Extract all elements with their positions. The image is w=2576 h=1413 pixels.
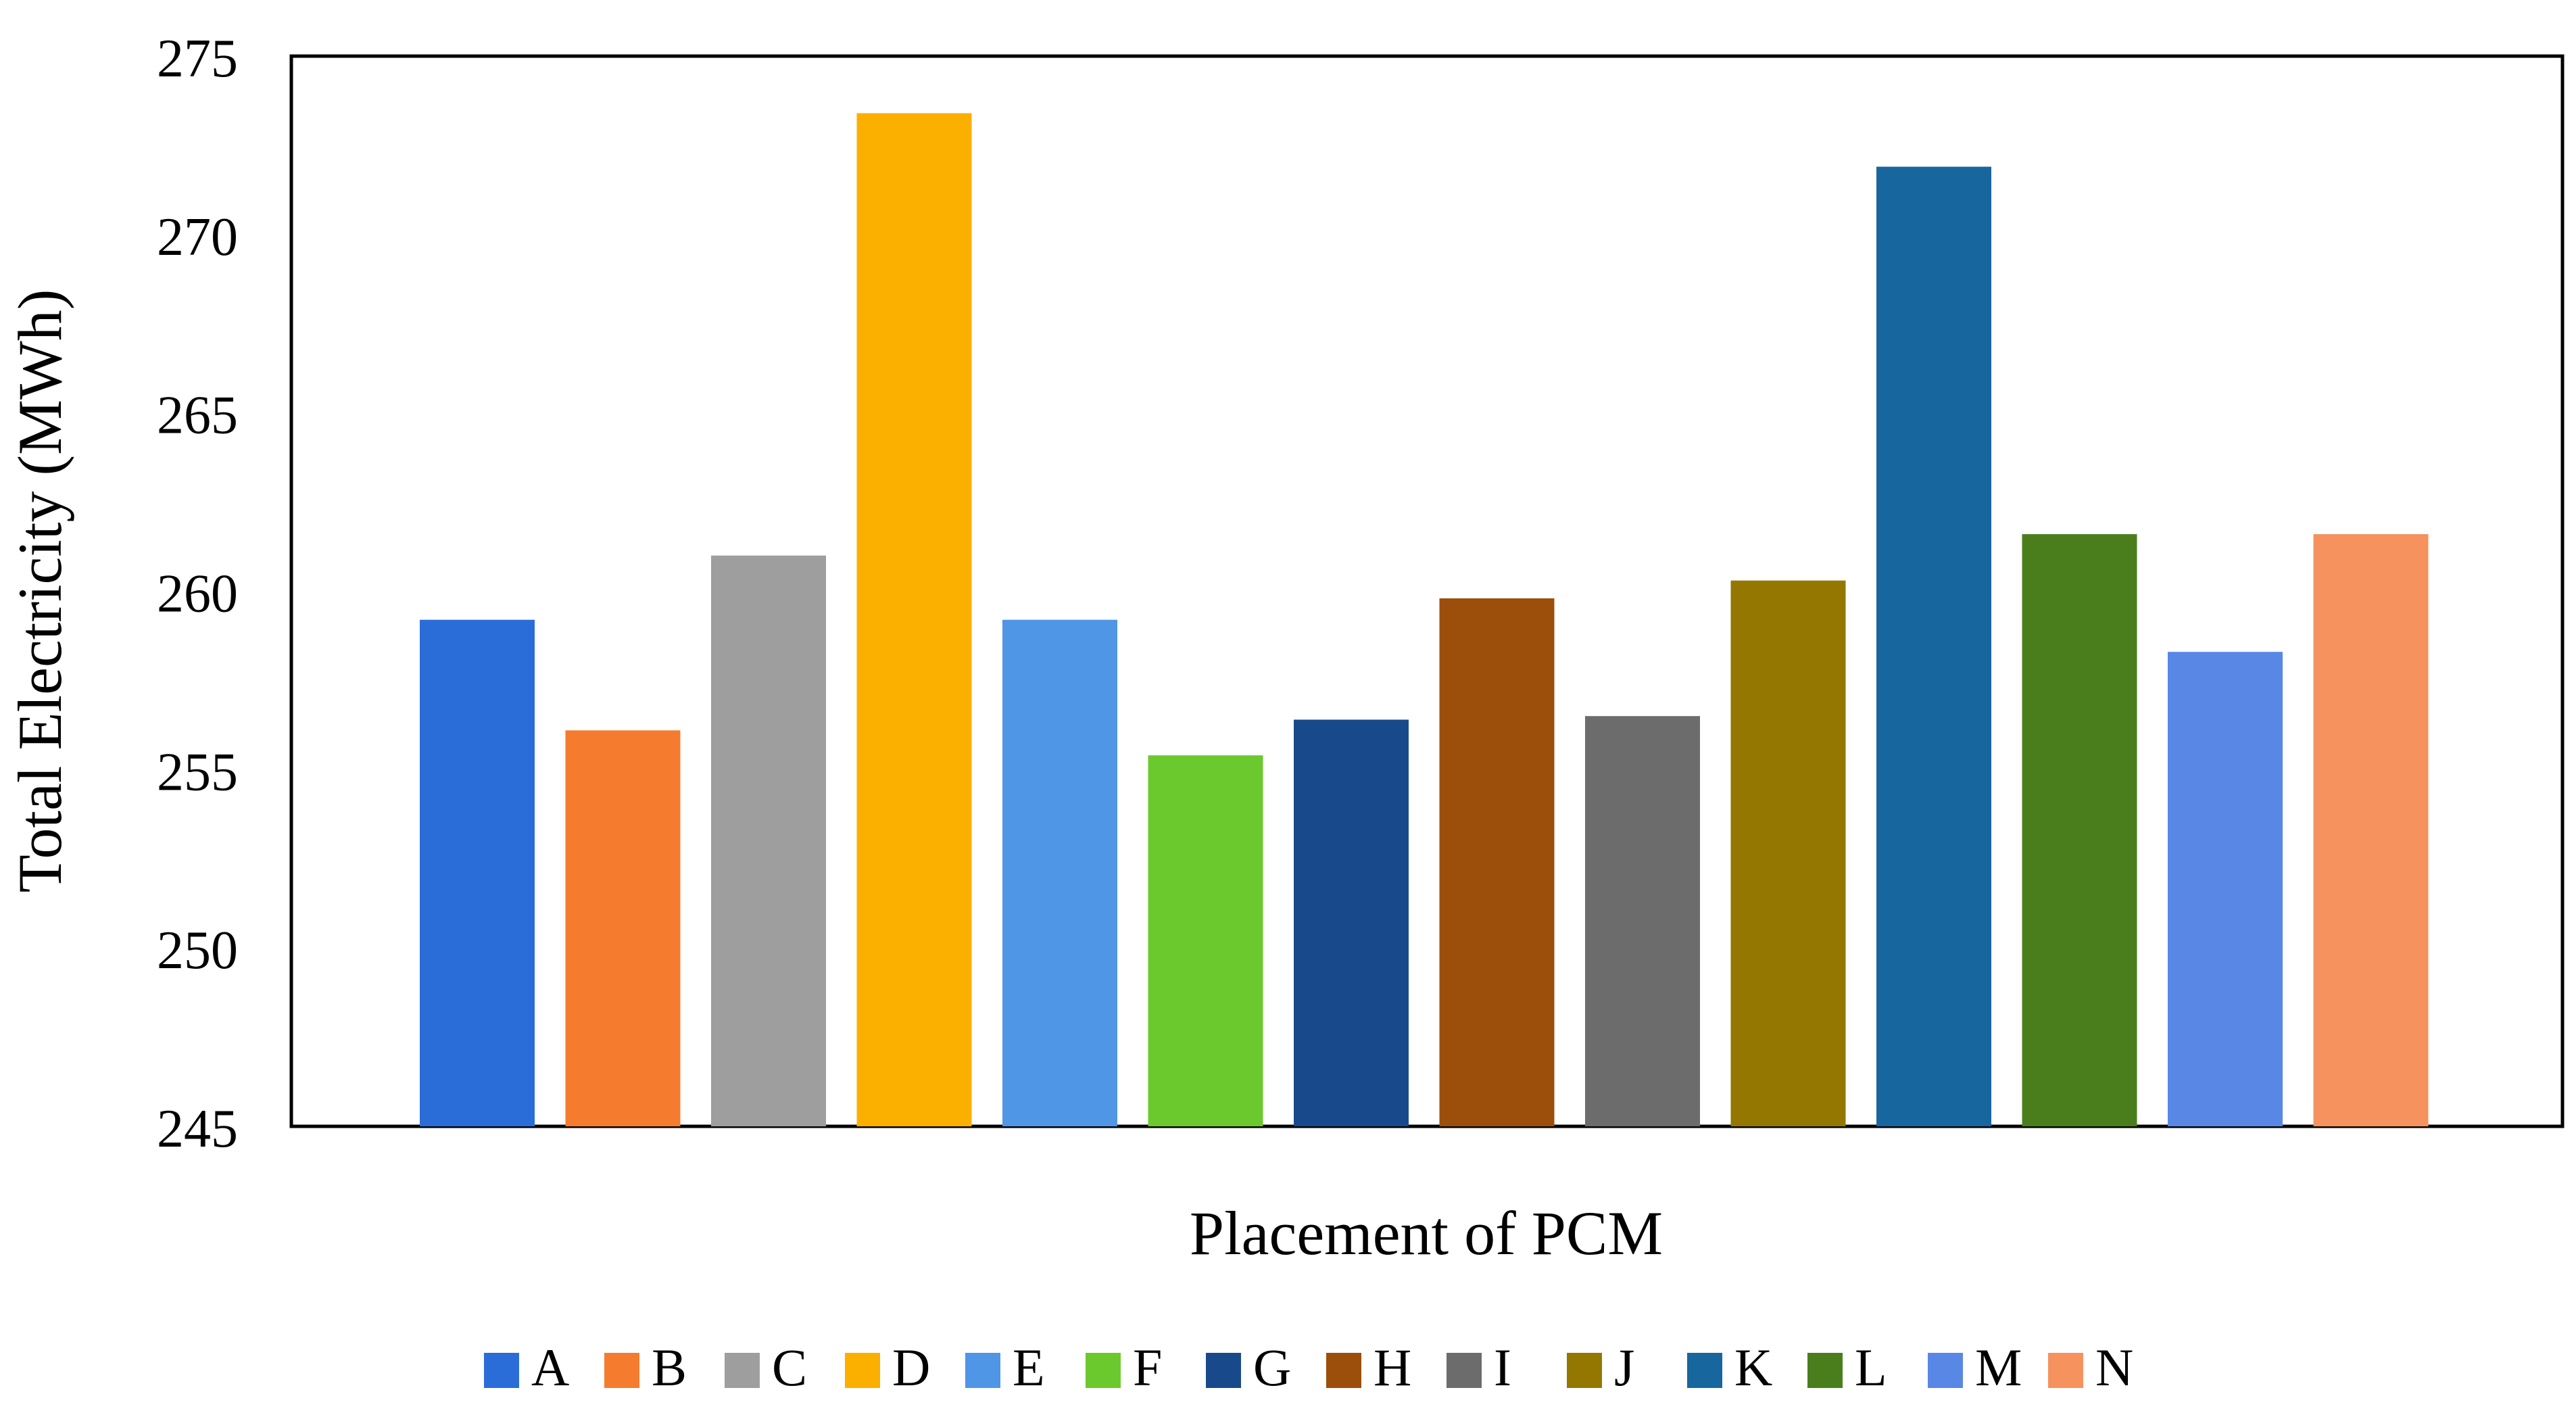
legend-label-l: L [1855, 1338, 1887, 1397]
y-tick-label: 245 [157, 1099, 238, 1159]
y-tick-label: 255 [157, 742, 238, 802]
legend-swatch-a [484, 1353, 519, 1388]
legend-swatch-i [1447, 1353, 1482, 1388]
legend-label-k: K [1734, 1338, 1772, 1397]
plot-area-frame [289, 54, 2565, 1128]
y-tick-label: 275 [157, 29, 238, 89]
legend-label-f: F [1133, 1338, 1162, 1397]
bar-i [1585, 716, 1700, 1126]
legend-swatch-l [1807, 1353, 1843, 1388]
legend-label-b: B [652, 1338, 687, 1397]
bar-l [2022, 534, 2137, 1126]
legend-swatch-m [1928, 1353, 1963, 1388]
legend-swatch-g [1206, 1353, 1241, 1388]
bars [420, 113, 2429, 1127]
bar-h [1439, 598, 1555, 1126]
legend-swatch-d [845, 1353, 880, 1388]
legend-swatch-j [1567, 1353, 1602, 1388]
legend-label-a: A [531, 1338, 569, 1397]
y-tick-label: 265 [157, 386, 238, 446]
bar-f [1148, 755, 1263, 1126]
bar-j [1730, 580, 1846, 1126]
legend-label-n: N [2095, 1338, 2133, 1397]
y-tick-label: 250 [157, 921, 238, 980]
bar-d [856, 113, 972, 1127]
bar-b [565, 730, 681, 1126]
legend-swatch-b [604, 1353, 639, 1388]
legend-swatch-c [725, 1353, 760, 1388]
legend-swatch-e [965, 1353, 1000, 1388]
legend-swatch-k [1687, 1353, 1722, 1388]
y-tick-label: 260 [157, 565, 238, 624]
legend-label-j: J [1614, 1338, 1634, 1397]
x-axis-label: Placement of PCM [1190, 1199, 1663, 1268]
y-axis-ticks: 245 250 255 260 265 270 275 [157, 29, 238, 1159]
legend-label-g: G [1253, 1338, 1291, 1397]
bar-n [2313, 534, 2429, 1126]
legend-label-h: H [1374, 1338, 1411, 1397]
legend-label-m: M [1975, 1338, 2022, 1397]
bar-g [1294, 719, 1409, 1126]
legend-label-d: D [892, 1338, 930, 1397]
legend-swatch-n [2048, 1353, 2083, 1388]
bar-k [1876, 166, 1991, 1126]
bar-a [420, 619, 535, 1126]
y-tick-label: 270 [157, 208, 238, 267]
legend-swatch-f [1086, 1353, 1121, 1388]
legend-label-e: E [1013, 1338, 1045, 1397]
legend: A B C D E F G H I J K L M N [484, 1338, 2133, 1397]
bar-c [711, 555, 826, 1126]
legend-label-i: I [1494, 1338, 1511, 1397]
legend-label-c: C [772, 1338, 807, 1397]
legend-swatch-h [1326, 1353, 1361, 1388]
y-axis-label: Total Electricity (MWh) [5, 289, 74, 893]
bar-e [1002, 619, 1117, 1126]
bar-m [2168, 652, 2283, 1126]
